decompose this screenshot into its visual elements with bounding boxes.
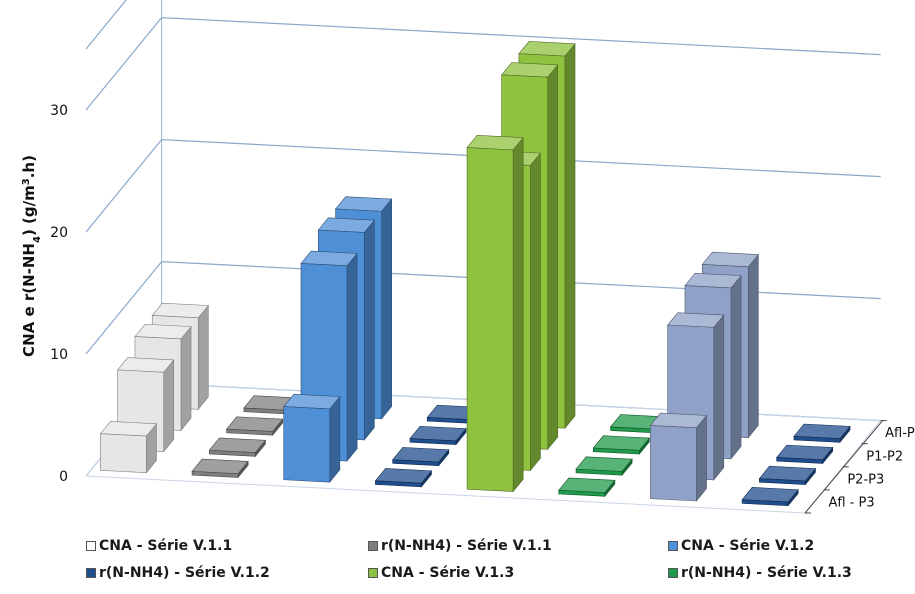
bar-side bbox=[530, 152, 541, 472]
bar-side bbox=[747, 253, 759, 439]
legend-swatch bbox=[668, 568, 678, 578]
bar-front bbox=[759, 478, 806, 485]
category-label: Afl-P1 bbox=[885, 426, 915, 441]
legend-label: r(N-NH4) - Série V.1.3 bbox=[681, 565, 852, 581]
bar-front bbox=[375, 480, 422, 488]
bar-side bbox=[564, 42, 576, 430]
legend-swatch bbox=[86, 541, 96, 551]
bar-front bbox=[793, 436, 841, 443]
bar-front bbox=[741, 499, 789, 507]
bar-front bbox=[392, 459, 440, 467]
bar bbox=[409, 425, 467, 446]
y-axis-label: CNA e r(N-NH4) (g/m3.h) bbox=[20, 155, 43, 357]
bar-side bbox=[381, 198, 392, 420]
bar bbox=[392, 447, 450, 467]
bar-side bbox=[346, 252, 358, 462]
bar-front bbox=[191, 471, 239, 478]
bar bbox=[575, 456, 633, 476]
bar-side bbox=[180, 325, 192, 432]
y-axis-label-sup: 3 bbox=[21, 178, 32, 185]
bar bbox=[374, 468, 433, 488]
depth-axis: Afl-P1 P1-P2 P2-P3 Afl - P3 bbox=[804, 420, 915, 514]
bar-side bbox=[696, 414, 707, 502]
category-label: P1-P2 bbox=[866, 449, 903, 464]
gridline bbox=[85, 16, 881, 111]
bar bbox=[226, 416, 284, 437]
bar bbox=[758, 465, 817, 486]
bars bbox=[99, 41, 851, 507]
bar-side bbox=[329, 395, 341, 483]
legend-label: r(N-NH4) - Série V.1.1 bbox=[381, 538, 552, 554]
bar-side bbox=[197, 304, 209, 411]
bar-front bbox=[100, 433, 147, 474]
legend-label: r(N-NH4) - Série V.1.2 bbox=[99, 565, 270, 581]
bar bbox=[776, 444, 834, 465]
y-tick-label: 30 bbox=[50, 103, 68, 119]
category-label: Afl - P3 bbox=[828, 495, 874, 510]
bar-side bbox=[547, 64, 559, 451]
bar-front bbox=[226, 428, 273, 436]
legend-item: r(N-NH4) - Série V.1.1 bbox=[368, 536, 552, 556]
legend-label: CNA - Série V.1.2 bbox=[681, 538, 815, 554]
bar bbox=[592, 435, 651, 455]
chart: 0 10 20 30 Afl-P1 P1-P2 P2-P3 Afl - P3 CNA e r… bbox=[20, 0, 915, 514]
legend-item: CNA - Série V.1.2 bbox=[668, 536, 814, 556]
bar-side bbox=[364, 219, 375, 441]
bar-front bbox=[650, 425, 697, 502]
legend-item: r(N-NH4) - Série V.1.3 bbox=[668, 563, 852, 583]
legend-label: CNA - Série V.1.3 bbox=[381, 565, 515, 581]
legend-swatch bbox=[86, 568, 96, 578]
bar-front bbox=[593, 447, 640, 455]
bar-front bbox=[575, 468, 623, 476]
bar-front bbox=[283, 406, 331, 483]
bar-side bbox=[163, 359, 175, 453]
bar-front bbox=[409, 438, 457, 445]
legend-item: CNA - Série V.1.1 bbox=[86, 536, 232, 556]
legend-item: CNA - Série V.1.3 bbox=[368, 563, 514, 583]
bar bbox=[649, 412, 708, 502]
bar-side bbox=[713, 314, 725, 481]
bar-side bbox=[730, 274, 742, 460]
y-axis: 0 10 20 30 bbox=[50, 103, 68, 485]
bar bbox=[208, 437, 267, 458]
bar bbox=[283, 393, 341, 483]
legend-item: r(N-NH4) - Série V.1.2 bbox=[86, 563, 270, 583]
bar-front bbox=[776, 457, 823, 464]
bar-front bbox=[209, 449, 256, 457]
legend-swatch bbox=[668, 541, 678, 551]
y-tick-label: 0 bbox=[59, 469, 68, 485]
bar bbox=[793, 423, 851, 444]
legend-swatch bbox=[368, 541, 378, 551]
bar-front bbox=[558, 489, 606, 497]
bar-front bbox=[466, 147, 514, 492]
bar bbox=[191, 458, 249, 479]
y-tick-label: 20 bbox=[50, 225, 68, 241]
category-label: P2-P3 bbox=[847, 472, 884, 487]
y-tick-label: 10 bbox=[50, 347, 68, 363]
bar bbox=[741, 487, 799, 507]
y-axis-label-sub: 4 bbox=[32, 236, 43, 243]
legend-swatch bbox=[368, 568, 378, 578]
legend: CNA - Série V.1.1 r(N-NH4) - Série V.1.1 C… bbox=[0, 532, 915, 594]
gridline bbox=[85, 0, 127, 50]
legend-label: CNA - Série V.1.1 bbox=[99, 538, 233, 554]
bar bbox=[466, 134, 524, 493]
bar-side bbox=[512, 136, 524, 493]
y-axis-label-text: ) (g/m bbox=[20, 185, 38, 236]
bar bbox=[558, 477, 616, 498]
bar bbox=[99, 421, 158, 474]
y-axis-label-text: .h) bbox=[20, 155, 38, 178]
y-axis-label-text: CNA e r(N-NH bbox=[20, 243, 38, 357]
